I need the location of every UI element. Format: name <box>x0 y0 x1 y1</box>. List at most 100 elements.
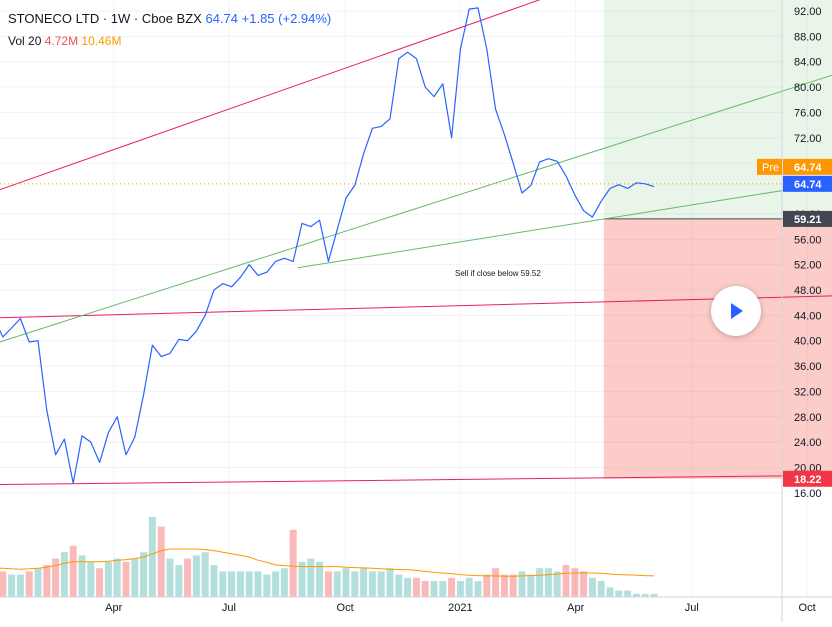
volume-bar <box>289 529 297 597</box>
legend-volume-row: Vol 20 4.72M 10.46M <box>8 30 331 52</box>
volume-bar <box>360 568 368 597</box>
volume-bar <box>544 568 552 597</box>
last-price-badge-bg <box>783 175 832 192</box>
pre-tag: Pre <box>762 162 779 174</box>
volume-bar <box>60 552 68 597</box>
volume-bar <box>87 561 95 597</box>
volume-bar <box>580 571 588 597</box>
pre-market-badge-bg <box>783 158 832 175</box>
pre-market-badge: 64.74 <box>794 162 822 174</box>
volume-bar <box>333 571 341 597</box>
red-trend-line <box>0 0 541 191</box>
volume-bar <box>96 568 104 597</box>
volume-bar <box>624 590 632 597</box>
volume-bar <box>588 577 596 597</box>
price-tick-label: 92.00 <box>794 6 822 18</box>
loss-zone <box>603 218 832 479</box>
volume-bar <box>571 568 579 597</box>
trend-lines <box>0 0 832 486</box>
time-tick-label: Jul <box>685 602 699 614</box>
volume-bar <box>351 571 359 597</box>
volume-bar <box>298 561 306 597</box>
price-tick-label: 28.00 <box>794 412 822 424</box>
volume-bar <box>104 561 112 597</box>
position-annotation: Sell if close below 59.52 <box>455 269 541 278</box>
price-tick-label: 32.00 <box>794 386 822 398</box>
price-line <box>0 7 655 484</box>
volume-bar <box>324 571 332 597</box>
volume-bar <box>175 565 183 597</box>
volume-bar <box>192 555 200 597</box>
time-tick-label: Apr <box>567 602 584 614</box>
time-tick-label: Jul <box>222 602 236 614</box>
volume-bar <box>25 571 33 597</box>
volume-bar <box>386 568 394 597</box>
volume-bar <box>140 552 148 597</box>
volume-bar <box>342 568 350 597</box>
volume-bar <box>606 587 614 597</box>
price-tick-label: 48.00 <box>794 285 822 297</box>
volume-bar <box>553 571 561 597</box>
pre-tag-bg <box>757 158 782 175</box>
volume-bar <box>245 571 253 597</box>
volume-bar <box>131 558 139 597</box>
green-trend-line <box>0 74 832 343</box>
volume-bar <box>263 574 271 597</box>
volume-bar <box>632 593 640 597</box>
time-tick-label: Apr <box>105 602 122 614</box>
grid-layer <box>0 0 808 597</box>
volume-bar <box>122 561 130 597</box>
chart-legend: STONECO LTD · 1W · Cboe BZX 64.74 +1.85 … <box>8 8 331 52</box>
floor-price-badge: 18.22 <box>794 474 822 486</box>
volume-bar <box>430 581 438 597</box>
position-zones <box>603 0 832 479</box>
volume-bar <box>597 581 605 597</box>
volume-bar <box>421 581 429 597</box>
volume-bar <box>201 552 209 597</box>
volume-bar <box>157 526 165 597</box>
green-trend-line <box>297 182 832 269</box>
volume-bar <box>316 561 324 597</box>
price-tick-label: 56.00 <box>794 234 822 246</box>
volume-bar <box>219 571 227 597</box>
volume-bar <box>113 558 121 597</box>
volume-bar <box>43 565 51 597</box>
price-tick-label: 72.00 <box>794 133 822 145</box>
time-tick-label: Oct <box>337 602 354 614</box>
legend-symbol[interactable]: STONECO LTD · 1W · Cboe BZX <box>8 11 202 26</box>
price-tick-label: 88.00 <box>794 31 822 43</box>
price-tick-label: 24.00 <box>794 437 822 449</box>
volume-bar <box>650 593 658 597</box>
volume-bar <box>412 577 420 597</box>
legend-volume-label[interactable]: Vol 20 <box>8 34 42 48</box>
volume-bar <box>166 558 174 597</box>
legend-volume-a: 4.72M <box>44 34 79 48</box>
red-trend-line <box>0 295 832 319</box>
volume-bar <box>34 568 42 597</box>
volume-bar <box>562 565 570 597</box>
volume-bar <box>78 555 86 597</box>
volume-bar <box>518 571 526 597</box>
volume-bar <box>272 571 280 597</box>
volume-bar <box>368 571 376 597</box>
price-tick-label: 84.00 <box>794 57 822 69</box>
volume-bar <box>492 568 500 597</box>
target-price-badge-bg <box>783 0 832 4</box>
play-button[interactable] <box>711 286 761 336</box>
time-tick-label: Oct <box>799 602 816 614</box>
volume-bar <box>395 574 403 597</box>
time-tick-label: 2021 <box>448 602 472 614</box>
price-tick-label: 44.00 <box>794 310 822 322</box>
volume-bar <box>69 545 77 597</box>
legend-change: +1.85 (+2.94%) <box>241 11 332 26</box>
play-icon <box>731 303 743 319</box>
volume-bar <box>500 574 508 597</box>
volume-bar <box>465 577 473 597</box>
floor-price-badge-bg <box>783 470 832 487</box>
volume-bar <box>52 558 60 597</box>
volume-bar <box>280 568 288 597</box>
price-tick-label: 40.00 <box>794 336 822 348</box>
